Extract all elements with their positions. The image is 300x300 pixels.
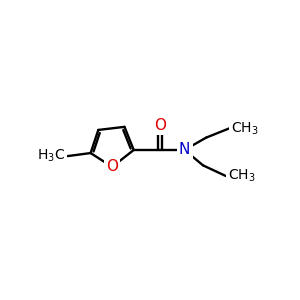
Text: CH$_3$: CH$_3$ (228, 168, 255, 184)
Text: O: O (154, 118, 166, 133)
Text: CH$_3$: CH$_3$ (231, 120, 258, 136)
Text: O: O (106, 159, 118, 174)
Text: N: N (179, 142, 190, 158)
Text: H$_3$C: H$_3$C (37, 148, 65, 164)
